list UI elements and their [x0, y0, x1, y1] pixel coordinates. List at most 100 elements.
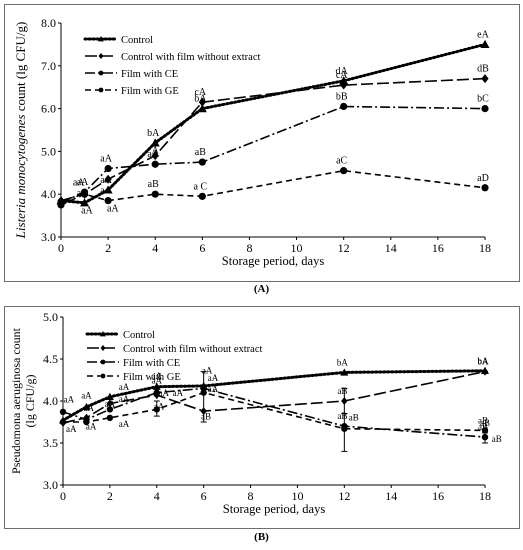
x-tick-label-b-4: 8: [248, 489, 254, 503]
point-a-1-2: [104, 174, 112, 184]
point-a-3-0: [57, 201, 65, 209]
point-a-1-4: [198, 97, 206, 107]
data-label-a-2-1: aA: [77, 177, 89, 188]
point-b-0-1: [82, 402, 91, 411]
x-tick-label-b-2: 4: [154, 489, 160, 503]
data-label-a-3-2: aA: [100, 186, 112, 197]
y-tick-label-a-2: 5.0: [41, 144, 56, 158]
data-label-b-1-5: aB: [337, 386, 347, 396]
point-a-0-1: [80, 198, 90, 207]
point-a-2-4: [198, 158, 206, 166]
point-b-2-2: [106, 406, 114, 413]
point-b-2-0: [59, 408, 67, 416]
y-axis-label-a-italic: Listeria monocytogenes: [13, 114, 28, 239]
data-label-a-2-6: bC: [477, 94, 489, 105]
legend-marker-a-1: [98, 53, 104, 59]
point-a-0-5: [339, 76, 349, 85]
legend-marker-b-3: [100, 373, 106, 379]
y-tick-label-b-1: 3.5: [43, 436, 58, 450]
chart-panel-a: 3.0 4.0 5.0 6.0 7.0 8.0 0 2 4 6 8 10 12 14 16 18 Storage…: [4, 4, 520, 282]
x-tick-label-b-6: 12: [338, 489, 350, 503]
legend-marker-a-2: [98, 70, 104, 76]
data-label-a-1-6: dB: [477, 64, 489, 75]
data-label-a-2-2: aA: [100, 154, 112, 165]
y-axis-label-a-rest: count (lg CFU/g): [13, 22, 28, 115]
point-a-3-1: [80, 190, 89, 198]
y-tick-label-b-0: 3.0: [43, 478, 58, 492]
data-label-a-2-3: aA: [147, 149, 159, 160]
x-tick-label-a-7: 14: [385, 241, 397, 255]
data-label-a-0-3: bA: [147, 128, 160, 139]
extra-label-b-6: aA: [119, 382, 130, 392]
extra-label-b-18: aB: [349, 412, 359, 422]
y-tick-label-b-4: 5.0: [43, 310, 58, 324]
point-a-1-6: [481, 74, 489, 84]
legend-label-b-2: Film with CE: [123, 358, 180, 369]
data-label-a-0-5: dA: [336, 66, 349, 77]
x-tick-label-b-1: 2: [107, 489, 113, 503]
legend-label-b-1: Control with film without extract: [123, 344, 262, 355]
legend-label-a-0: Control: [121, 35, 153, 46]
extra-label-b-13: aA: [154, 401, 165, 411]
extra-label-b-14: aA: [202, 365, 213, 375]
x-tick-label-a-6: 12: [338, 241, 350, 255]
legend-marker-b-2: [100, 359, 106, 365]
point-a-3-4: [198, 192, 206, 200]
point-a-2-3: [151, 160, 159, 168]
y-tick-label-b-3: 4.5: [43, 352, 58, 366]
extra-label-b-17: aB: [201, 411, 211, 421]
extra-label-b-9: aA: [152, 371, 163, 381]
extra-label-b-20: aB: [492, 434, 502, 444]
point-b-3-0: [59, 418, 67, 426]
point-a-0-6: [480, 39, 490, 48]
point-a-3-2: [104, 197, 112, 205]
y-tick-label-b-2: 4.0: [43, 394, 58, 408]
x-tick-label-a-4: 8: [246, 241, 252, 255]
point-b-3-3: [153, 406, 160, 413]
point-a-2-2: [104, 164, 112, 173]
x-tick-label-b-7: 14: [385, 489, 397, 503]
data-label-a-3-4: a C: [194, 181, 208, 192]
data-label-b-2-5: aB: [337, 411, 347, 421]
point-b-0-2: [105, 392, 114, 400]
x-tick-label-a-2: 4: [152, 241, 158, 255]
data-label-a-1-5: cA: [336, 70, 348, 81]
point-b-1-6: [481, 367, 489, 376]
legend-label-b-3: Film with GE: [123, 372, 181, 383]
x-tick-label-a-9: 18: [479, 241, 491, 255]
point-b-3-5: [341, 425, 348, 432]
data-label-a-2-5: bB: [336, 91, 348, 102]
extra-label-a-2: aA: [107, 203, 119, 214]
y-axis-label-b-line1: Pseudomona aeruginosa count: [9, 327, 23, 474]
point-b-3-2: [106, 414, 114, 421]
extra-label-b-8: aA: [119, 419, 130, 429]
x-tick-label-b-0: 0: [60, 489, 66, 503]
x-tick-label-b-3: 6: [201, 489, 207, 503]
point-a-3-3: [151, 190, 159, 198]
point-b-2-6: [481, 433, 489, 441]
point-b-1-2: [106, 399, 114, 408]
point-a-3-5: [340, 167, 348, 175]
extra-label-b-10: aA: [152, 375, 163, 385]
data-label-a-0-4: bA: [194, 94, 207, 105]
x-tick-label-a-0: 0: [58, 241, 64, 255]
x-tick-label-b-9: 18: [479, 489, 491, 503]
extra-label-b-5: aA: [105, 399, 116, 409]
series-line-a-3: [60, 169, 486, 206]
extra-label-b-2: aA: [81, 390, 92, 400]
data-label-a-2-4: aB: [195, 147, 206, 158]
legend-label-a-3: Film with GE: [121, 86, 179, 97]
legend-label-b-0: Control: [123, 330, 155, 341]
data-label-a-1-4: cA: [194, 87, 206, 98]
point-a-2-6: [481, 105, 489, 113]
x-tick-label-b-8: 16: [432, 489, 444, 503]
point-a-1-5: [340, 80, 348, 90]
point-b-0-3: [152, 382, 161, 390]
extra-label-b-15: aA: [208, 373, 219, 383]
y-axis-label-a: Listeria monocytogenes count (lg CFU/g): [13, 22, 28, 240]
extra-label-b-0: aA: [64, 395, 75, 405]
data-label-a-3-5: aC: [336, 156, 347, 167]
legend-label-a-2: Film with CE: [121, 69, 178, 80]
point-a-0-4: [197, 104, 207, 113]
extra-label-b-11: aA: [159, 388, 170, 398]
